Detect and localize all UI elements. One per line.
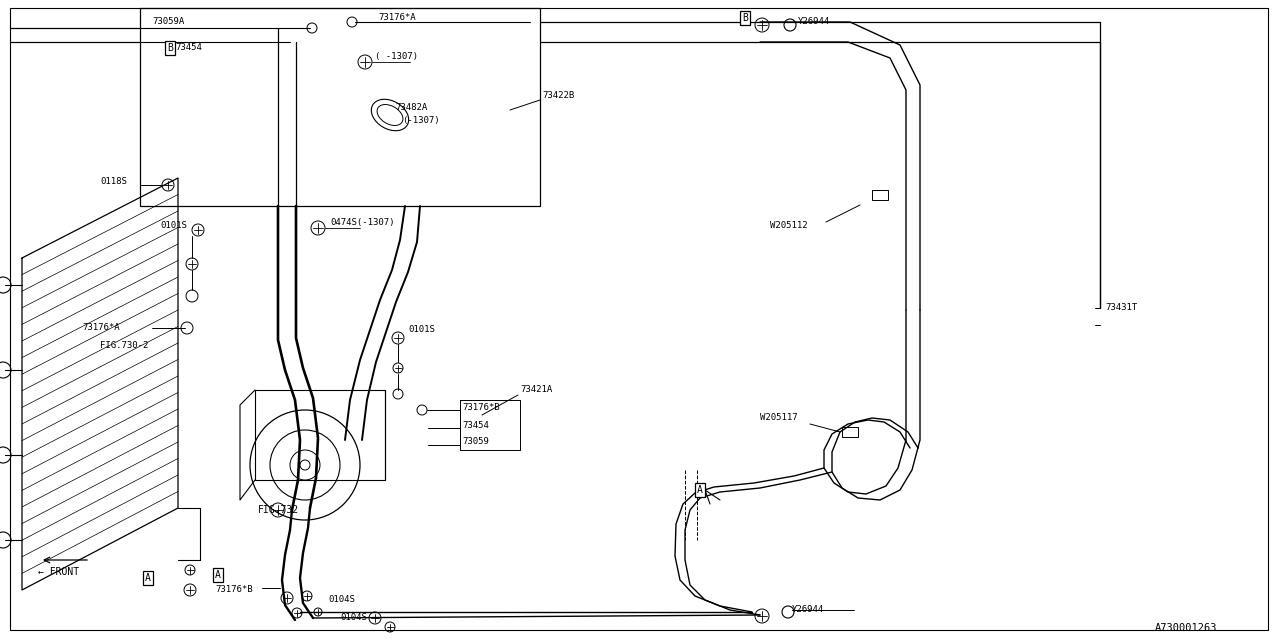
Text: W205112: W205112 <box>771 221 808 230</box>
Text: 73421A: 73421A <box>520 385 552 394</box>
Text: FIG.732: FIG.732 <box>259 505 300 515</box>
Text: 0104S: 0104S <box>328 595 355 605</box>
Text: 0101S: 0101S <box>160 221 187 230</box>
Text: 73431T: 73431T <box>1105 303 1137 312</box>
Text: B: B <box>742 13 748 23</box>
Text: (-1307): (-1307) <box>402 115 439 125</box>
Text: Y26944: Y26944 <box>792 605 824 614</box>
Text: FIG.730-2: FIG.730-2 <box>100 342 148 351</box>
Bar <box>872 190 888 200</box>
Text: 73059A: 73059A <box>152 17 184 26</box>
Text: B: B <box>168 43 173 53</box>
Text: 0104S: 0104S <box>340 614 367 623</box>
Text: 73482A: 73482A <box>396 104 428 113</box>
Text: ( -1307): ( -1307) <box>375 51 419 61</box>
Text: A: A <box>145 573 151 583</box>
Bar <box>140 8 540 206</box>
Text: 73176*B: 73176*B <box>215 586 252 595</box>
Text: W205117: W205117 <box>760 413 797 422</box>
Text: 73454: 73454 <box>175 44 202 52</box>
Bar <box>842 427 858 437</box>
Text: 0118S: 0118S <box>100 177 127 186</box>
Text: A: A <box>698 485 703 495</box>
Text: 73454: 73454 <box>462 420 489 429</box>
Text: A730001263: A730001263 <box>1155 623 1217 633</box>
Text: ← FRONT: ← FRONT <box>38 567 79 577</box>
Bar <box>255 390 385 480</box>
Text: 0101S: 0101S <box>408 326 435 335</box>
Text: 0474S(-1307): 0474S(-1307) <box>330 218 394 227</box>
Text: 73059: 73059 <box>462 438 489 447</box>
Text: 73176*A: 73176*A <box>82 323 119 333</box>
Text: Y26944: Y26944 <box>797 17 831 26</box>
Text: 73176*B: 73176*B <box>462 403 499 412</box>
Text: 73422B: 73422B <box>541 90 575 99</box>
Text: A: A <box>215 570 221 580</box>
Text: 73176*A: 73176*A <box>378 13 416 22</box>
